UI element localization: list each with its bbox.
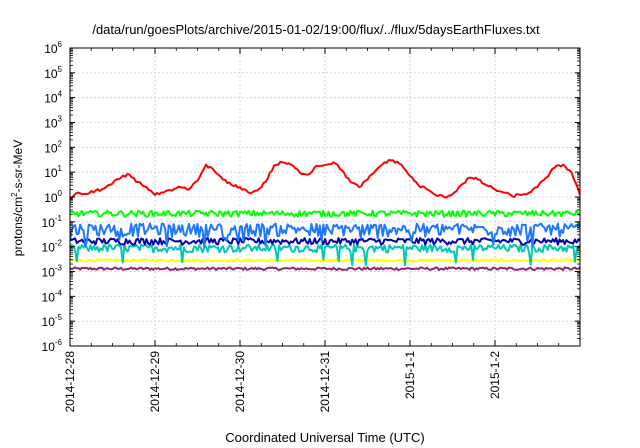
- y-axis-label-superscript: 2: [10, 192, 19, 197]
- y-tick-label: 10-3: [42, 264, 63, 280]
- series-line: [70, 258, 580, 263]
- x-tick-label: 2014-12-31: [318, 351, 332, 413]
- y-tick-label: 10-1: [42, 214, 63, 230]
- y-tick-label: 10-6: [42, 338, 63, 354]
- series-line-red: [70, 159, 580, 201]
- grid: [70, 48, 580, 346]
- y-axis: 10-6 10-5 10-4 10-3 10-2 10-1 100 101 102 103 104 1…: [42, 40, 580, 354]
- y-tick-label: 106: [44, 40, 62, 56]
- y-axis-label: protons/cm2-s-sr-MeV: [10, 140, 25, 256]
- y-tick-label: 103: [44, 115, 62, 131]
- x-tick-label: 2015-1-1: [403, 351, 417, 399]
- chart-title: /data/run/goesPlots/archive/2015-01-02/1…: [92, 22, 540, 37]
- x-tick-label: 2014-12-28: [63, 351, 77, 413]
- y-tick-label: 105: [44, 65, 62, 81]
- x-tick-label: 2014-12-30: [233, 351, 247, 413]
- series-layer: [70, 159, 580, 272]
- y-tick-label: 10-4: [42, 288, 63, 304]
- y-axis-label-main: protons/cm: [11, 197, 25, 256]
- y-tick-label: 101: [44, 164, 62, 180]
- series-line: [70, 266, 580, 272]
- series-line: [70, 209, 580, 218]
- x-axis-label: Coordinated Universal Time (UTC): [225, 430, 424, 445]
- y-tick-label: 102: [44, 139, 62, 155]
- x-tick-label: 2014-12-29: [148, 351, 162, 413]
- series-line: [70, 243, 580, 267]
- x-tick-label: 2015-1-2: [488, 351, 502, 399]
- y-tick-label: 10-5: [42, 313, 63, 329]
- y-axis-label-units: -s-sr-MeV: [11, 140, 25, 193]
- y-tick-label: 10-2: [42, 239, 63, 255]
- y-tick-label: 100: [44, 189, 62, 205]
- series-line: [70, 222, 580, 248]
- x-axis: 2014-12-28 2014-12-29 2014-12-30 2014-12-31…: [63, 48, 560, 413]
- series-line: [70, 237, 580, 246]
- y-tick-label: 104: [44, 90, 62, 106]
